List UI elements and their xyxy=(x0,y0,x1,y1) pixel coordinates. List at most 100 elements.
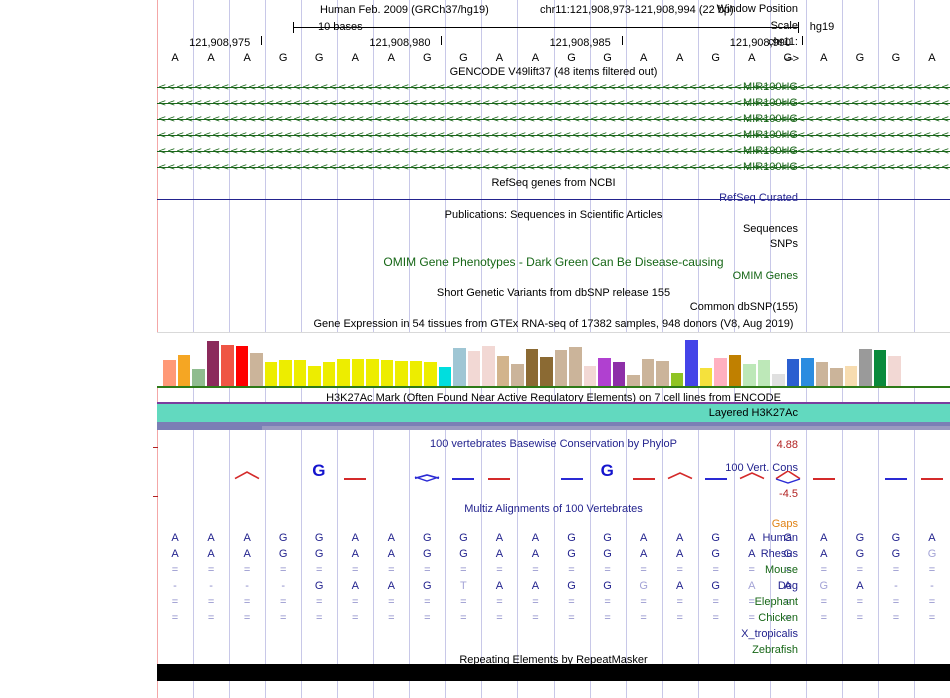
intron-arrow: < xyxy=(374,162,383,173)
species-label[interactable]: Elephant xyxy=(754,596,798,608)
intron-arrow: < xyxy=(347,82,356,93)
species-label[interactable]: Chicken xyxy=(758,612,798,624)
gtex-bar[interactable] xyxy=(670,373,684,386)
intron-arrow: < xyxy=(158,114,167,125)
gtex-bar[interactable] xyxy=(815,362,829,386)
gtex-bar[interactable] xyxy=(453,348,466,386)
intron-arrow: < xyxy=(446,146,455,157)
gtex-bar[interactable] xyxy=(598,358,611,386)
gtex-bar[interactable] xyxy=(511,364,524,386)
gene-row-label[interactable]: MIR100HG xyxy=(742,113,798,125)
species-label[interactable]: Human xyxy=(762,532,798,544)
gene-row-label[interactable]: MIR100HG xyxy=(742,81,798,93)
gtex-bar[interactable] xyxy=(264,362,278,386)
intron-arrow: < xyxy=(905,146,914,157)
intron-arrow: < xyxy=(896,82,905,93)
species-label[interactable]: Dog xyxy=(777,580,798,592)
intron-arrow: < xyxy=(932,114,941,125)
gtex-bar[interactable] xyxy=(221,345,234,386)
h3k27ac-top-line xyxy=(157,402,950,404)
gtex-bar[interactable] xyxy=(525,349,539,386)
gtex-bar[interactable] xyxy=(772,374,785,386)
intron-line xyxy=(157,119,950,120)
gtex-bar[interactable] xyxy=(351,359,365,386)
alignment-base: A xyxy=(820,532,828,544)
gene-row[interactable]: < < < < < < < < < < < < < < < < < < < < < < < < < < < < < < < < < < < < < < < <… xyxy=(157,98,950,109)
gtex-bar[interactable] xyxy=(322,362,336,386)
gtex-bar[interactable] xyxy=(554,350,568,386)
gtex-bar[interactable] xyxy=(337,359,350,386)
gtex-bar[interactable] xyxy=(467,351,481,386)
gtex-bar[interactable] xyxy=(424,362,437,386)
gtex-bar[interactable] xyxy=(366,359,379,386)
intron-arrow: < xyxy=(311,98,320,109)
gtex-bar[interactable] xyxy=(540,357,553,386)
scale-bar-tick xyxy=(293,22,295,33)
gtex-bar[interactable] xyxy=(757,360,771,386)
intron-arrow: < xyxy=(266,114,275,125)
gtex-bar[interactable] xyxy=(786,359,800,386)
gene-row[interactable]: < < < < < < < < < < < < < < < < < < < < < < < < < < < < < < < < < < < < < < < <… xyxy=(157,146,950,157)
intron-arrow: < xyxy=(527,82,536,93)
intron-arrow: < xyxy=(185,146,194,157)
gtex-bar[interactable] xyxy=(888,356,901,386)
gtex-bar[interactable] xyxy=(250,353,263,386)
alignment-base: = xyxy=(352,564,359,576)
sequence-base: A xyxy=(207,52,215,64)
gtex-bar[interactable] xyxy=(859,349,872,386)
intron-arrow: < xyxy=(860,114,869,125)
species-label[interactable]: Zebrafish xyxy=(752,644,798,656)
gtex-bar[interactable] xyxy=(685,340,698,386)
gtex-bar[interactable] xyxy=(235,346,249,386)
gene-row-label[interactable]: MIR100HG xyxy=(742,161,798,173)
gtex-bar[interactable] xyxy=(177,355,191,386)
gene-row-label[interactable]: MIR100HG xyxy=(742,145,798,157)
intron-arrow: < xyxy=(527,114,536,125)
gtex-bar[interactable] xyxy=(482,346,495,386)
intron-arrow: < xyxy=(221,146,230,157)
gene-row[interactable]: < < < < < < < < < < < < < < < < < < < < < < < < < < < < < < < < < < < < < < < <… xyxy=(157,82,950,93)
gtex-bar[interactable] xyxy=(844,366,858,386)
gtex-bar[interactable] xyxy=(496,356,510,386)
species-label[interactable]: Rhesus xyxy=(760,548,798,560)
intron-arrow: < xyxy=(887,114,896,125)
gtex-bar[interactable] xyxy=(641,359,655,386)
gene-row-label[interactable]: MIR100HG xyxy=(742,129,798,141)
species-label[interactable]: Mouse xyxy=(764,564,798,576)
gtex-bar[interactable] xyxy=(206,341,220,386)
gene-row[interactable]: < < < < < < < < < < < < < < < < < < < < < < < < < < < < < < < < < < < < < < < <… xyxy=(157,162,950,173)
gtex-bar[interactable] xyxy=(438,367,452,386)
sequence-base: A xyxy=(639,52,648,64)
gene-row-label[interactable]: MIR100HG xyxy=(742,97,798,109)
gtex-bar[interactable] xyxy=(395,361,408,386)
gene-row[interactable]: < < < < < < < < < < < < < < < < < < < < < < < < < < < < < < < < < < < < < < < <… xyxy=(157,130,950,141)
gtex-bar[interactable] xyxy=(583,366,597,386)
gtex-bar[interactable] xyxy=(279,360,292,386)
gtex-bar[interactable] xyxy=(192,369,205,386)
gtex-bar[interactable] xyxy=(714,358,727,386)
gtex-bar[interactable] xyxy=(627,375,640,386)
intron-arrow: < xyxy=(248,114,257,125)
sequence-base: A xyxy=(928,52,936,64)
intron-arrow: < xyxy=(572,162,581,173)
gtex-bar[interactable] xyxy=(612,362,626,386)
gtex-bar[interactable] xyxy=(656,361,669,386)
gtex-bar[interactable] xyxy=(801,358,814,386)
gtex-bar[interactable] xyxy=(699,368,713,386)
gtex-bar[interactable] xyxy=(569,347,582,386)
alignment-base: = xyxy=(243,596,251,608)
gtex-bar[interactable] xyxy=(743,364,756,386)
gtex-bar[interactable] xyxy=(409,361,423,386)
gtex-bar[interactable] xyxy=(163,360,176,386)
gene-row[interactable]: < < < < < < < < < < < < < < < < < < < < < < < < < < < < < < < < < < < < < < < <… xyxy=(157,114,950,125)
gtex-bar[interactable] xyxy=(728,355,742,386)
gtex-bar[interactable] xyxy=(830,368,843,386)
gtex-bar[interactable] xyxy=(873,350,887,386)
gtex-bar[interactable] xyxy=(380,360,394,386)
alignment-base: G xyxy=(459,532,468,544)
intron-arrow: < xyxy=(806,114,815,125)
species-label[interactable]: X_tropicalis xyxy=(741,628,798,640)
gtex-bar[interactable] xyxy=(293,360,307,386)
gtex-bar[interactable] xyxy=(308,366,321,386)
intron-arrow: < xyxy=(356,146,365,157)
